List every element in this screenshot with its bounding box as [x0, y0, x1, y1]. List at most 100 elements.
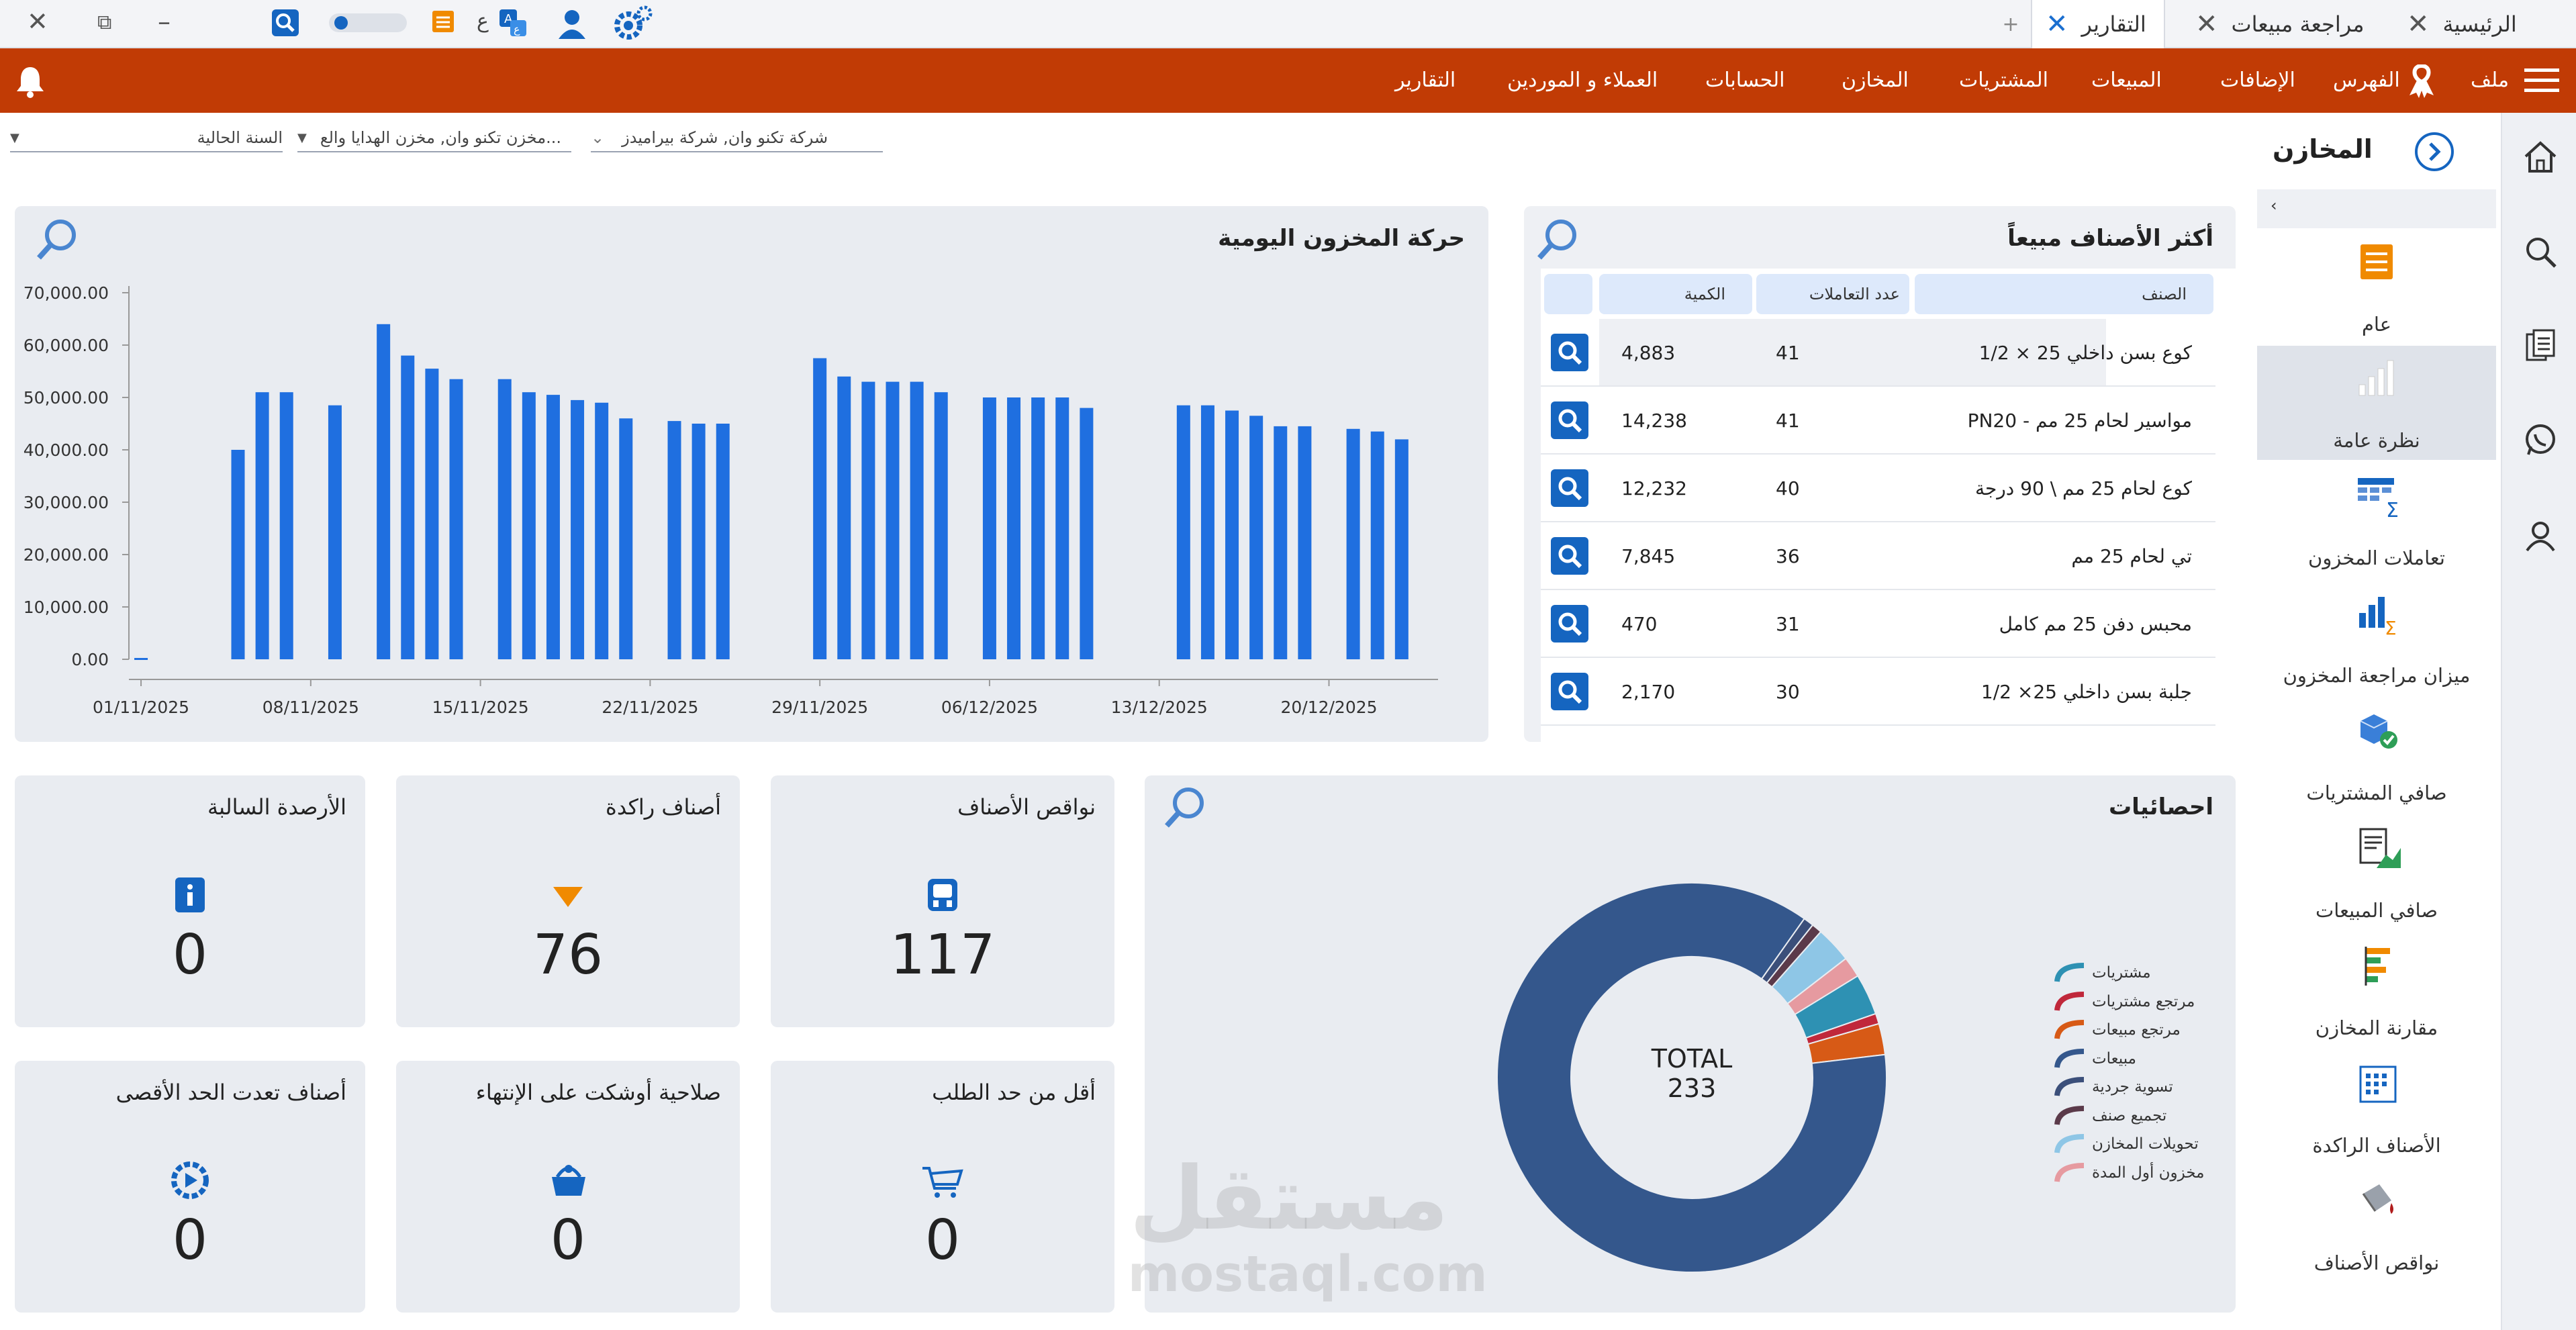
period-filter[interactable]: ▼ السنة الحالية [10, 124, 283, 152]
legend-label: تجميع صنف [2092, 1106, 2167, 1125]
top-items-title: أكثر الأصناف مبيعاً [2007, 225, 2213, 252]
legend-swatch-icon [2054, 963, 2085, 982]
close-tab-icon[interactable]: ✕ [2046, 9, 2068, 40]
row-search-icon[interactable] [1551, 334, 1588, 371]
bar [667, 421, 681, 659]
panel-item-overview[interactable]: نظرة عامة [2257, 346, 2496, 460]
negative-balances-card[interactable]: الأرصدة السالبة 0 [15, 775, 365, 1027]
panel-item-inventory-transactions[interactable]: Σ تعاملات المخزون [2257, 463, 2496, 577]
user-icon[interactable] [557, 8, 587, 42]
stores-filter[interactable]: ▼ مخزن تكنو وان, مخزن الهدايا والع... [297, 124, 571, 152]
documents-icon[interactable] [2522, 328, 2559, 368]
stat-value: 117 [890, 923, 996, 987]
bar [1274, 426, 1288, 659]
bar [571, 399, 585, 659]
row-search-icon[interactable] [1551, 605, 1588, 643]
legend-item: مبيعات [2054, 1047, 2136, 1074]
menu-additions[interactable]: الإضافات [2220, 68, 2295, 92]
close-tab-icon[interactable]: ✕ [2407, 9, 2430, 40]
hamburger-menu-icon[interactable] [2524, 67, 2559, 97]
menu-customers-suppliers[interactable]: العملاء و الموردين [1507, 68, 1658, 92]
panel-item-label: ميزان مراجعة المخزون [2283, 664, 2471, 687]
table-row[interactable]: 7,845 36 تي لحام 25 مم [1541, 522, 2215, 590]
legend-item: تحويلات المخازن [2054, 1133, 2199, 1159]
close-tab-icon[interactable]: ✕ [2195, 9, 2218, 40]
stat-value: 0 [924, 1208, 961, 1272]
collapse-panel-button[interactable] [2414, 131, 2455, 175]
x-tick-label: 08/11/2025 [263, 698, 359, 717]
y-tick-label: 60,000.00 [23, 336, 109, 355]
menu-sales[interactable]: المبيعات [2091, 68, 2162, 92]
panel-item-net-purchases[interactable]: صافي المشتريات [2257, 698, 2496, 812]
minimize-window-icon[interactable]: – [158, 7, 171, 36]
donut-slice[interactable] [1786, 957, 1859, 1016]
nav-search-icon[interactable] [2522, 233, 2559, 273]
row-search-icon[interactable] [1551, 673, 1588, 710]
settings-icon[interactable] [612, 4, 654, 46]
whatsapp-icon[interactable] [2522, 421, 2559, 461]
ribbon-icon[interactable] [2407, 63, 2436, 101]
panel-item-net-sales[interactable]: صافي المبيعات [2257, 816, 2496, 930]
cell-qty: 14,238 [1621, 410, 1687, 432]
panel-item-inventory-trial-balance[interactable]: Σ ميزان مراجعة المخزون [2257, 581, 2496, 695]
expand-arrow-icon[interactable]: ‹ [2271, 196, 2277, 215]
menu-purchases[interactable]: المشتريات [1959, 68, 2048, 92]
tab-label: التقارير [2081, 11, 2146, 37]
menu-file[interactable]: ملف [2471, 68, 2510, 92]
panel-item-stagnant-items[interactable]: الأصناف الراكدة [2257, 1051, 2496, 1165]
tab-label: مراجعة مبيعات [2231, 11, 2365, 37]
menu-catalog[interactable]: الفهرس [2333, 68, 2400, 92]
row-search-icon[interactable] [1551, 537, 1588, 575]
legend-swatch-icon [2054, 1048, 2085, 1068]
table-row[interactable]: 470 31 محبس دفن 25 مم كامل [1541, 590, 2215, 658]
toggle-switch[interactable] [328, 9, 408, 39]
table-row[interactable]: 2,170 30 جلبة بسن داخلي 25× 1/2 [1541, 658, 2215, 726]
bar [619, 418, 633, 659]
bar [1225, 410, 1239, 659]
menu-reports[interactable]: التقارير [1395, 68, 1456, 92]
restore-window-icon[interactable]: ⧉ [97, 11, 112, 34]
menu-stores[interactable]: المخازن [1842, 68, 1909, 92]
top-items-zoom-icon[interactable] [1534, 216, 1581, 266]
y-tick-label: 50,000.00 [23, 388, 109, 408]
bar [1346, 428, 1360, 659]
panel-item-stores-comparison[interactable]: مقارنة المخازن [2257, 933, 2496, 1047]
chart-zoom-icon[interactable] [34, 216, 81, 266]
item-shortages-card[interactable]: نواقص الأصناف 117 [771, 775, 1114, 1027]
table-row[interactable]: 14,238 41 مواسير لحام 25 مم - PN20 [1541, 387, 2215, 455]
tab-reports[interactable]: ✕ التقارير [2031, 0, 2165, 48]
language-glyph[interactable]: ع [477, 9, 489, 33]
tab-sales-review[interactable]: ✕ مراجعة مبيعات [2182, 0, 2377, 48]
search-icon[interactable] [271, 8, 300, 40]
note-icon[interactable] [431, 8, 455, 38]
below-reorder-card[interactable]: أقل من حد الطلب 0 [771, 1061, 1114, 1313]
panel-item-general[interactable]: عام [2257, 230, 2496, 344]
home-icon[interactable] [2522, 138, 2559, 178]
calendar-grid-icon [2359, 1065, 2397, 1103]
near-expiry-card[interactable]: صلاحية أوشكت على الإنتهاء 0 [396, 1061, 740, 1313]
new-tab-button[interactable]: + [2002, 12, 2019, 36]
bar [886, 381, 900, 659]
stat-title: أصناف تعدت الحد الأقصى [115, 1080, 346, 1105]
table-row[interactable]: 4,883 41 كوع بسن داخلي 25 × 1/2 [1541, 319, 2215, 387]
company-filter[interactable]: ⌄ شركة تكنو وان, شركة بيراميدز [591, 124, 883, 152]
menu-accounts[interactable]: الحسابات [1705, 68, 1785, 92]
statistics-zoom-icon[interactable] [1161, 784, 1208, 834]
account-icon[interactable] [2522, 517, 2559, 557]
stat-title: أقل من حد الطلب [932, 1080, 1096, 1105]
row-search-icon[interactable] [1551, 401, 1588, 439]
donut-slice[interactable] [1496, 882, 1887, 1273]
notification-bell-icon[interactable] [15, 64, 46, 101]
over-max-card[interactable]: أصناف تعدت الحد الأقصى 0 [15, 1061, 365, 1313]
close-window-icon[interactable]: ✕ [27, 7, 48, 36]
stagnant-items-card[interactable]: أصناف راكدة 76 [396, 775, 740, 1027]
table-row[interactable]: 12,232 40 كوع لحام 25 مم \ 90 درجة [1541, 455, 2215, 522]
donut-center: TOTAL 233 [1635, 1044, 1749, 1103]
panel-subheader: ‹ [2257, 189, 2496, 228]
tab-home[interactable]: ✕ الرئيسية [2393, 0, 2575, 48]
row-search-icon[interactable] [1551, 469, 1588, 507]
panel-item-item-shortages[interactable]: نواقص الأصناف [2257, 1168, 2496, 1282]
legend-item: تجميع صنف [2054, 1104, 2166, 1131]
legend-swatch-icon [2054, 1020, 2085, 1039]
